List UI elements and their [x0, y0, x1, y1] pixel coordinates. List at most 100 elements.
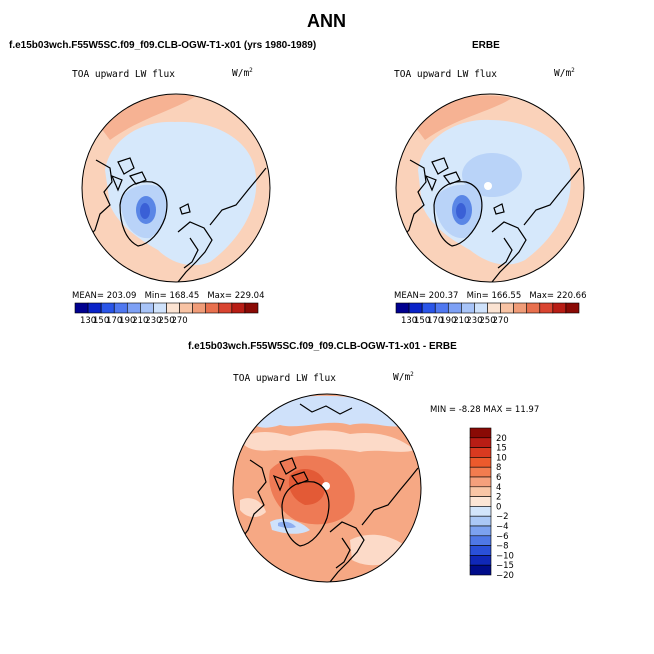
diff-archipelago-coast	[272, 457, 309, 492]
diff-colorbar-tick-label: −8	[496, 542, 509, 552]
model-colorbar-swatch	[153, 302, 167, 314]
diff-colorbar-swatch	[469, 545, 492, 556]
diff-colorbar-tick-label: −4	[496, 522, 509, 532]
obs-colorbar-swatch	[500, 302, 514, 314]
obs-europe-coast	[491, 221, 527, 282]
obs-variable-label: TOA upward LW flux	[394, 69, 497, 80]
model-colorbar-swatch	[87, 302, 102, 314]
model-svalbard-coast	[179, 203, 191, 215]
diff-units-label: W/m2	[393, 371, 414, 384]
obs-colorbar-swatch	[447, 302, 462, 314]
model-colorbar-swatch	[126, 302, 141, 314]
model-colorbar-swatch	[244, 302, 259, 314]
obs-colorbar-tick-label: 170	[427, 316, 443, 326]
diff-colorbar-swatch	[469, 486, 492, 497]
diff-colorbar-swatch	[469, 506, 492, 517]
obs-colorbar-swatch	[395, 302, 410, 314]
diff-colorbar-swatch	[469, 476, 492, 488]
model-colorbar-swatch	[192, 302, 207, 314]
model-polar-map	[81, 93, 271, 283]
obs-coastlines	[401, 157, 581, 282]
model-colorbar-swatch	[74, 302, 89, 314]
obs-panel-title: ERBE	[472, 40, 500, 51]
model-canada-coast	[87, 159, 113, 239]
obs-colorbar-swatch	[434, 302, 449, 314]
model-map-border	[81, 93, 271, 283]
model-colorbar-swatch	[166, 302, 180, 314]
diff-alaska-coast	[299, 403, 353, 415]
model-colorbar-tick-label: 190	[119, 316, 135, 326]
diff-field	[233, 394, 421, 582]
obs-archipelago-coast	[424, 157, 461, 192]
model-greenland-core	[140, 203, 150, 219]
diff-colorbar-tick-label: 20	[496, 434, 507, 444]
obs-min-label: Min=	[466, 291, 489, 301]
model-colorbar-tick-label: 250	[158, 316, 174, 326]
obs-polar-cool	[462, 153, 522, 197]
model-europe-coast	[177, 221, 213, 282]
model-colorbar-tick-label: 270	[171, 316, 187, 326]
diff-colorbar-swatch	[469, 564, 492, 576]
diff-russia-coast	[361, 467, 419, 526]
obs-colorbar-tick-label: 230	[466, 316, 482, 326]
obs-colorbar-tick-label: 270	[492, 316, 508, 326]
obs-colorbar-swatch	[552, 302, 567, 314]
obs-polar-map	[395, 93, 585, 283]
diff-colorbar-swatch	[469, 437, 492, 448]
diff-colorbar-swatch	[469, 525, 492, 537]
obs-max-label: Max=	[529, 291, 555, 301]
obs-svalbard-coast	[493, 203, 505, 215]
diff-hot-spot	[288, 468, 326, 505]
model-russia-coast	[209, 167, 267, 226]
diff-canada-coast	[241, 459, 267, 539]
model-panel-title: f.e15b03wch.F55W5SC.f09_f09.CLB-OGW-T1-x…	[9, 40, 317, 51]
diff-colorbar-tick-label: 0	[496, 502, 501, 512]
obs-min-value: 166.55	[491, 291, 522, 301]
obs-colorbar-tick-label: 210	[453, 316, 469, 326]
diff-colorbar-tick-label: −2	[496, 512, 509, 522]
model-colorbar-tick-label: 150	[93, 316, 109, 326]
model-colorbar-swatch	[179, 302, 193, 314]
model-colorbar-swatch	[231, 302, 246, 314]
model-colorbar-swatch	[100, 302, 115, 314]
model-colorbar-tick-label: 170	[106, 316, 122, 326]
diff-west-pale	[240, 498, 266, 518]
obs-greenland-core	[456, 203, 466, 219]
model-archipelago-coast	[110, 157, 147, 192]
diff-colorbar-swatch	[469, 535, 492, 546]
obs-mean-value: 200.37	[428, 291, 459, 301]
model-mean-label: MEAN=	[72, 291, 104, 301]
diff-colorbar-tick-label: 15	[496, 444, 507, 454]
obs-colorbar-swatch	[487, 302, 501, 314]
diff-colorbar-tick-label: 6	[496, 473, 501, 483]
diff-colorbar-swatch	[469, 555, 492, 566]
figure-title: ANN	[307, 11, 346, 31]
diff-colorbar-tick-label: 4	[496, 483, 501, 493]
model-colorbar-swatch	[218, 302, 233, 314]
model-max-value: 229.04	[234, 291, 265, 301]
diff-colorbar-swatch	[469, 496, 492, 507]
diff-colorbar-tick-label: −15	[496, 561, 514, 571]
diff-scandinavia-coast	[335, 537, 351, 569]
diff-atlantic-cold	[278, 521, 296, 529]
model-colorbar-tick-label: 130	[80, 316, 96, 326]
diff-colorbar-swatch	[469, 427, 492, 439]
model-max-label: Max=	[207, 291, 233, 301]
obs-colorbar-tick-label: 190	[440, 316, 456, 326]
model-colorbar-swatch	[113, 302, 128, 314]
model-colorbar-tick-label: 210	[132, 316, 148, 326]
model-coastlines	[87, 157, 267, 282]
model-min-label: Min=	[144, 291, 167, 301]
obs-units-label: W/m2	[554, 67, 575, 80]
diff-pole-gap	[322, 482, 330, 490]
obs-map-border	[395, 93, 585, 283]
obs-colorbar-swatch	[408, 302, 423, 314]
obs-colorbar-swatch	[565, 302, 580, 314]
model-colorbar-swatch	[140, 302, 154, 314]
diff-colorbar-tick-label: −6	[496, 532, 509, 542]
diff-stats: MIN = -8.28 MAX = 11.97	[430, 405, 540, 415]
obs-colorbar-tick-label: 150	[414, 316, 430, 326]
